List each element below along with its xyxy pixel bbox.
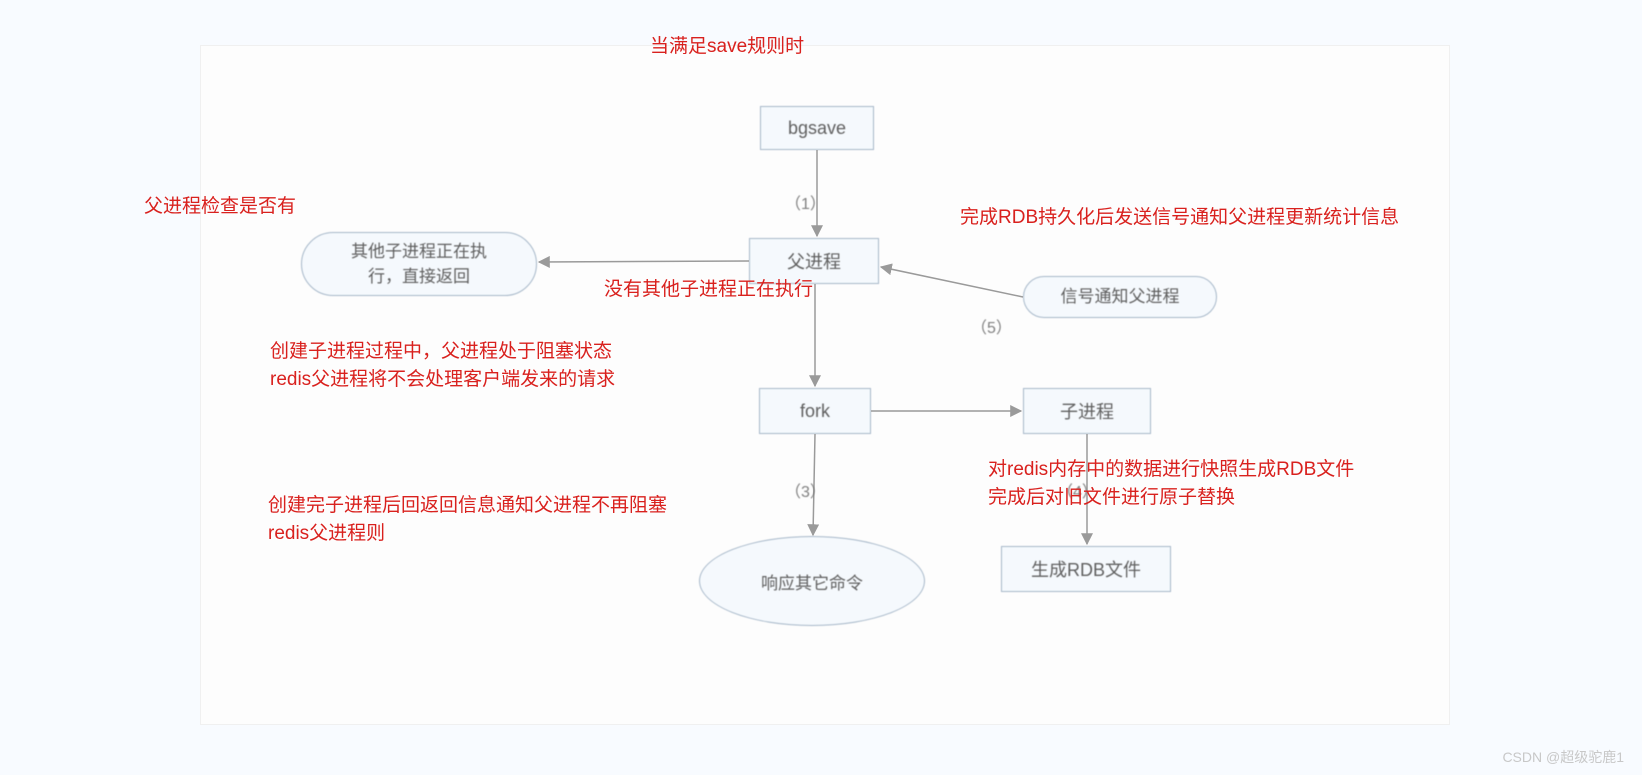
node-label: 响应其它命令 <box>761 569 863 594</box>
edge-label-3: （3） <box>785 478 826 502</box>
annotation-fork-done: 创建完子进程后回返回信息通知父进程不再阻塞 redis父进程则 <box>268 492 667 547</box>
node-label: bgsave <box>788 118 846 139</box>
node-respond-cmd: 响应其它命令 <box>699 536 925 626</box>
edge-label-1: （1） <box>785 190 826 214</box>
annotation-snapshot: 对redis内存中的数据进行快照生成RDB文件 完成后对旧文件进行原子替换 <box>988 456 1354 511</box>
annotation-rdb-signal: 完成RDB持久化后发送信号通知父进程更新统计信息 <box>960 204 1399 232</box>
node-check-children: 其他子进程正在执 行，直接返回 <box>301 232 537 296</box>
node-label: 信号通知父进程 <box>1061 284 1180 310</box>
watermark: CSDN @超级驼鹿1 <box>1502 747 1624 767</box>
node-fork: fork <box>759 388 871 434</box>
annotation-no-child: 没有其他子进程正在执行 <box>604 276 813 304</box>
node-label: fork <box>800 401 830 422</box>
node-child-process: 子进程 <box>1023 388 1151 434</box>
annotation-save-rule: 当满足save规则时 <box>650 33 804 61</box>
node-label: 父进程 <box>787 248 841 274</box>
node-label: 子进程 <box>1060 398 1114 424</box>
node-bgsave: bgsave <box>760 106 874 150</box>
annotation-fork-block: 创建子进程过程中，父进程处于阻塞状态 redis父进程将不会处理客户端发来的请求 <box>270 338 615 393</box>
node-signal-parent: 信号通知父进程 <box>1023 276 1217 318</box>
edge-label-5: （5） <box>971 314 1012 338</box>
node-label: 生成RDB文件 <box>1031 556 1141 582</box>
node-gen-rdb: 生成RDB文件 <box>1001 546 1171 592</box>
node-label: 其他子进程正在执 行，直接返回 <box>351 239 487 290</box>
annotation-parent-check: 父进程检查是否有 <box>144 193 296 221</box>
